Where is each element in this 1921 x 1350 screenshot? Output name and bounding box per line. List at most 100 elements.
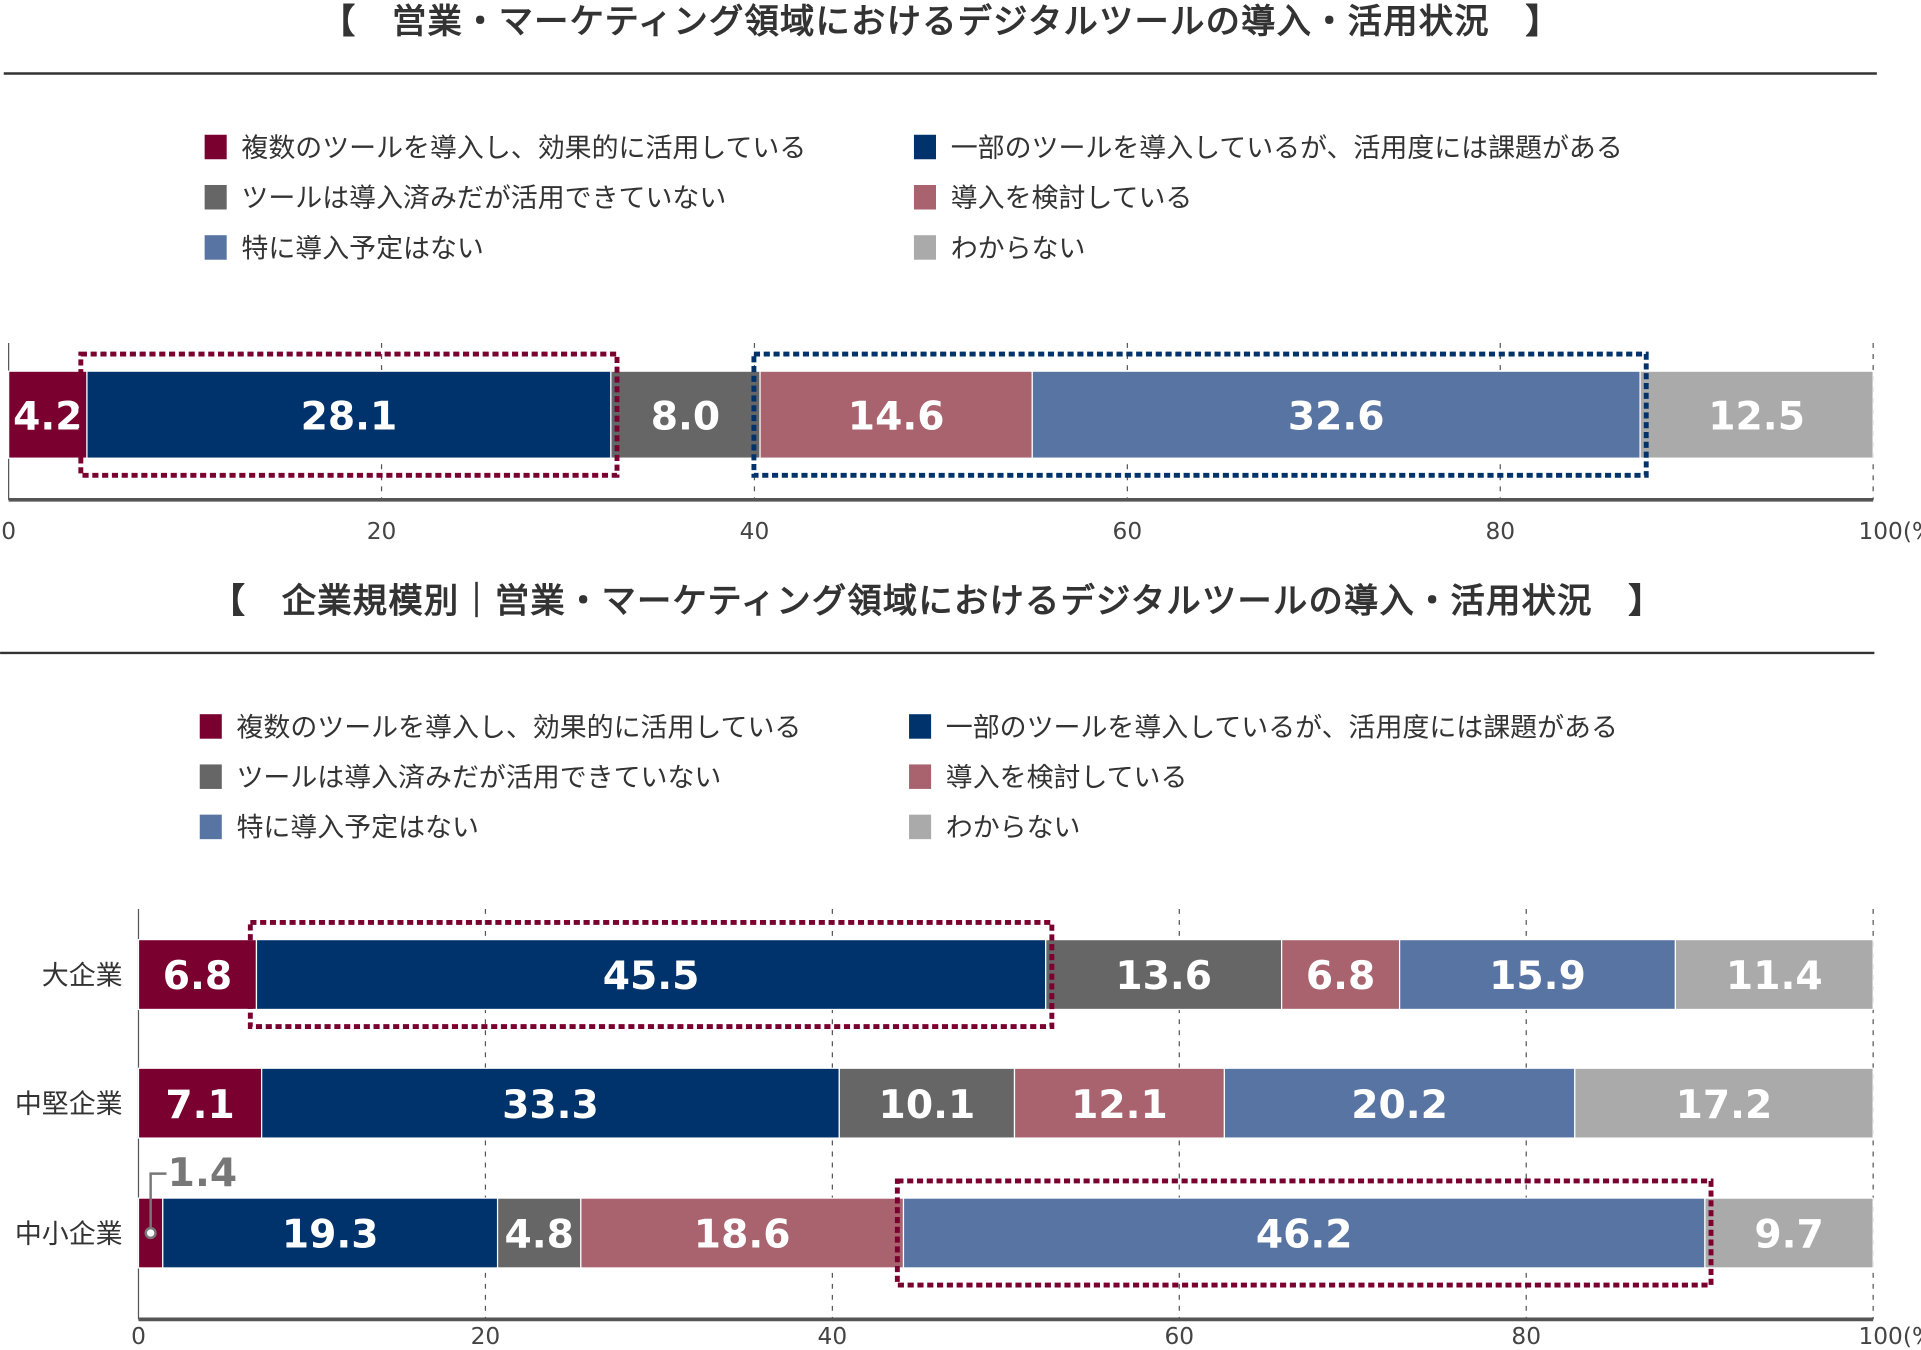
- chart-by-company-size: 【 企業規模別｜営業・マーケティング領域におけるデジタルツールの導入・活用状況 …: [0, 582, 1921, 1350]
- x-tick-label: 100(%): [1858, 518, 1921, 545]
- legend-swatch: [199, 714, 222, 739]
- data-label: 8.0: [651, 394, 720, 439]
- data-label: 1.4: [168, 1151, 237, 1196]
- data-label: 4.8: [504, 1213, 573, 1258]
- highlight-box: [894, 1178, 1714, 1288]
- x-tick-label: 60: [1164, 1323, 1194, 1350]
- bar-segment: [8, 370, 88, 459]
- legend-item: 複数のツールを導入し、効果的に活用している: [204, 133, 806, 164]
- legend-item: わからない: [909, 813, 1080, 844]
- chart-title: 【 企業規模別｜営業・マーケティング領域におけるデジタルツールの導入・活用状況 …: [211, 582, 1664, 622]
- highlight-box: [78, 351, 620, 478]
- chart-title: 【 営業・マーケティング領域におけるデジタルツールの導入・活用状況 】: [321, 2, 1561, 42]
- legend-label: ツールは導入済みだが活用できていない: [236, 762, 721, 793]
- legend-item: ツールは導入済みだが活用できていない: [199, 762, 721, 793]
- bar-segment: [496, 1197, 582, 1269]
- legend-swatch: [913, 235, 936, 260]
- bar-segment: [838, 1067, 1016, 1139]
- x-tick-label: 40: [740, 518, 770, 545]
- legend-swatch: [913, 184, 936, 210]
- x-tick-label: 80: [1485, 518, 1515, 545]
- data-label: 17.2: [1676, 1083, 1773, 1128]
- data-label: 7.1: [165, 1083, 234, 1128]
- category-label: 中小企業: [15, 1219, 123, 1250]
- x-tick-label: 60: [1113, 518, 1143, 545]
- data-label: 33.3: [502, 1083, 599, 1128]
- legend-label: 一部のツールを導入しているが、活用度には課題がある: [946, 712, 1618, 743]
- x-tick-label: 0: [1, 518, 16, 545]
- bar-segment: [1398, 938, 1677, 1011]
- bar-segment: [902, 1197, 1706, 1269]
- x-tick-label: 40: [818, 1323, 848, 1350]
- legend-swatch: [199, 764, 222, 789]
- x-tick-label: 20: [471, 1323, 501, 1350]
- bar-segment: [261, 1067, 840, 1139]
- data-label: 12.5: [1708, 394, 1805, 439]
- legend-item: 特に導入予定はない: [199, 813, 479, 844]
- bar-segment: [86, 370, 612, 459]
- legend-label: 特に導入予定はない: [241, 233, 483, 264]
- legend-item: 特に導入予定はない: [204, 233, 484, 264]
- chart-overall: 【 営業・マーケティング領域におけるデジタルツールの導入・活用状況 】 複数のツ…: [1, 2, 1921, 545]
- legend-label: 一部のツールを導入しているが、活用度には課題がある: [951, 133, 1623, 164]
- legend-swatch: [909, 814, 932, 840]
- legend-label: ツールは導入済みだが活用できていない: [241, 183, 726, 214]
- data-label: 45.5: [603, 954, 700, 999]
- legend-item: 複数のツールを導入し、効果的に活用している: [199, 712, 801, 743]
- bar-segment: [1574, 1067, 1874, 1139]
- legend-label: 特に導入予定はない: [236, 813, 478, 844]
- bar-segment: [137, 1067, 263, 1139]
- category-label: 中堅企業: [15, 1089, 123, 1120]
- legend-swatch: [909, 764, 932, 789]
- data-label: 12.1: [1071, 1083, 1168, 1128]
- data-label: 6.8: [1306, 954, 1375, 999]
- data-label: 18.6: [694, 1213, 791, 1258]
- leader-line: [149, 1172, 167, 1234]
- legend-item: 導入を検討している: [909, 762, 1187, 793]
- data-label: 13.6: [1115, 954, 1212, 999]
- legend-swatch: [204, 235, 227, 260]
- legend-item: 一部のツールを導入しているが、活用度には課題がある: [909, 712, 1618, 743]
- data-label: 10.1: [879, 1083, 976, 1128]
- highlight-box: [751, 351, 1649, 478]
- data-label: 14.6: [848, 394, 945, 439]
- bar-segment: [1031, 370, 1641, 459]
- data-label: 15.9: [1489, 954, 1586, 999]
- data-label: 28.1: [301, 394, 398, 439]
- highlight-box: [247, 920, 1055, 1030]
- bar-segment: [1223, 1067, 1576, 1139]
- legend-swatch: [204, 184, 227, 210]
- data-label: 32.6: [1288, 394, 1385, 439]
- legend-label: わからない: [946, 813, 1081, 844]
- bar-segment: [1674, 938, 1874, 1011]
- legend-label: 複数のツールを導入し、効果的に活用している: [236, 712, 801, 743]
- data-label: 4.2: [13, 394, 82, 439]
- bar-segment: [1639, 370, 1874, 459]
- bar-segment: [1704, 1197, 1874, 1269]
- legend-item: 一部のツールを導入しているが、活用度には課題がある: [913, 133, 1623, 164]
- legend-swatch: [199, 814, 222, 840]
- legend-swatch: [913, 134, 936, 160]
- bar-segment: [580, 1197, 905, 1269]
- legend-swatch: [909, 714, 932, 739]
- category-label: 大企業: [42, 960, 123, 991]
- legend-item: 導入を検討している: [913, 183, 1193, 214]
- legend-label: わからない: [951, 233, 1086, 264]
- x-tick-label: 80: [1511, 1323, 1541, 1350]
- legend-label: 複数のツールを導入し、効果的に活用している: [241, 133, 806, 164]
- bar-segment: [255, 938, 1047, 1011]
- x-tick-label: 100(%): [1858, 1323, 1921, 1350]
- x-tick-label: 0: [131, 1323, 146, 1350]
- bar-segment: [610, 370, 761, 459]
- bar-segment: [1281, 938, 1401, 1011]
- data-label: 19.3: [282, 1213, 379, 1258]
- data-label: 11.4: [1726, 954, 1823, 999]
- legend-item: わからない: [913, 233, 1086, 264]
- bar-segment: [162, 1197, 499, 1269]
- legend-item: ツールは導入済みだが活用できていない: [204, 183, 726, 214]
- data-label: 6.8: [163, 954, 232, 999]
- leader-dot: [144, 1226, 157, 1240]
- legend-label: 導入を検討している: [951, 183, 1193, 214]
- bar-segment: [1045, 938, 1283, 1011]
